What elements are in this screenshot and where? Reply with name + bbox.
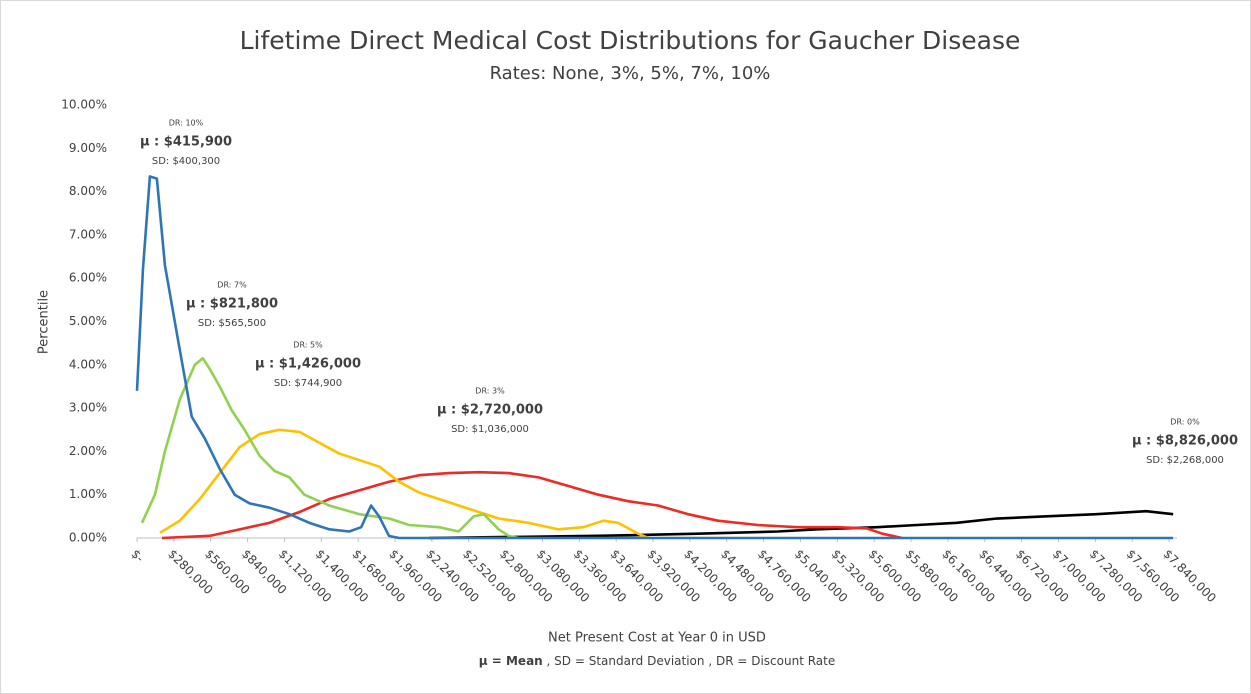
annotation-mean: μ : $415,900: [140, 135, 232, 150]
annotation-mean: μ : $1,426,000: [255, 357, 361, 372]
annotation-sd: SD: $400,300: [152, 156, 220, 167]
annotation-sd: SD: $744,900: [274, 378, 342, 389]
annotation-sd: SD: $1,036,000: [451, 424, 529, 435]
chart-subtitle: Rates: None, 3%, 5%, 7%, 10%: [490, 63, 771, 84]
y-tick-label: 7.00%: [69, 227, 107, 241]
annotation-dr: DR: 10%: [169, 119, 204, 128]
y-tick-label: 6.00%: [69, 271, 107, 285]
annotation-mean: μ : $8,826,000: [1132, 434, 1238, 449]
footnote: μ = Mean , SD = Standard Deviation , DR …: [479, 654, 835, 668]
y-tick-label: 1.00%: [69, 487, 107, 501]
y-tick-label: 2.00%: [69, 444, 107, 458]
annotation-mean: μ : $2,720,000: [437, 403, 543, 418]
series-line: [428, 509, 1174, 540]
y-tick-label: 9.00%: [69, 141, 107, 155]
footnote-bold: μ = Mean: [479, 654, 543, 668]
annotation-sd: SD: $2,268,000: [1146, 455, 1224, 466]
annotation-sd: SD: $565,500: [198, 318, 266, 329]
y-tick-label: 5.00%: [69, 314, 107, 328]
y-tick-label: 3.00%: [69, 401, 107, 415]
annotation-dr: DR: 0%: [1170, 418, 1200, 427]
series-line: [159, 428, 649, 540]
y-axis-title: Percentile: [37, 290, 52, 354]
y-tick-label: 4.00%: [69, 357, 107, 371]
annotation-mean: μ : $821,800: [186, 297, 278, 312]
y-tick-label: 10.00%: [61, 98, 107, 112]
y-tick-label: 0.00%: [69, 531, 107, 545]
y-tick-label: 8.00%: [69, 184, 107, 198]
footnote-rest: , SD = Standard Deviation , DR = Discoun…: [543, 654, 836, 668]
annotation-dr: DR: 5%: [293, 341, 323, 350]
annotation-dr: DR: 3%: [475, 387, 505, 396]
series-line: [135, 175, 1174, 540]
x-axis-title: Net Present Cost at Year 0 in USD: [548, 631, 766, 646]
series-line: [140, 357, 519, 540]
series-line: [161, 470, 903, 540]
annotation-dr: DR: 7%: [217, 281, 247, 290]
chart-title: Lifetime Direct Medical Cost Distributio…: [240, 26, 1021, 55]
